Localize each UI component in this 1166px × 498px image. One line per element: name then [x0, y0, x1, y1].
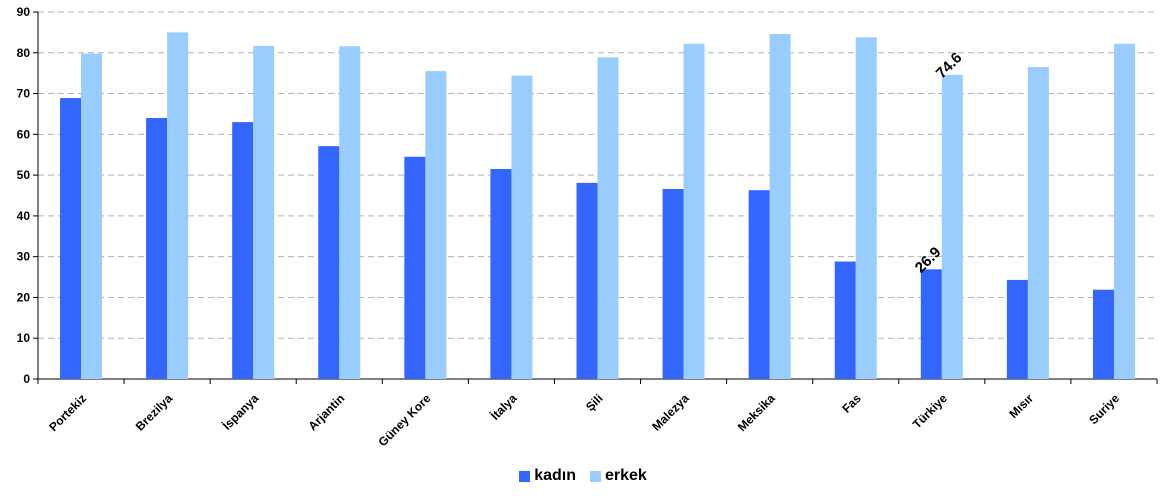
y-tick-label: 50 — [17, 168, 31, 182]
legend-swatch-women — [519, 470, 531, 482]
bar-women — [576, 182, 598, 379]
bar-men — [855, 37, 877, 379]
bar-men — [597, 57, 619, 379]
y-tick-label: 20 — [17, 290, 31, 304]
bar-women — [318, 146, 340, 379]
x-tick-label: Güney Kore — [375, 391, 433, 449]
y-tick-label: 80 — [17, 46, 31, 60]
y-tick-label: 10 — [17, 331, 31, 345]
x-tick-label: Portekiz — [46, 391, 89, 434]
x-tick-label: Şili — [583, 391, 606, 414]
y-tick-label: 70 — [17, 87, 31, 101]
bar-men — [425, 71, 447, 379]
bar-women — [146, 118, 168, 380]
bar-men — [167, 32, 189, 380]
y-tick-label: 30 — [17, 250, 31, 264]
x-tick-label: Mısır — [1006, 391, 1036, 421]
legend-label-women: kadın — [534, 467, 576, 484]
y-tick-label: 0 — [23, 372, 30, 386]
x-tick-label: Türkiye — [910, 391, 950, 431]
x-tick-label: İspanya — [219, 390, 261, 432]
bar-men — [81, 53, 103, 380]
legend-item-women: kadın — [519, 467, 576, 485]
bar-chart: 0 10 20 30 40 50 60 70 80 90 Portekiz Brezilya İspan… — [17, 5, 1158, 449]
bar-women — [1092, 289, 1114, 379]
bar-men — [253, 45, 275, 380]
x-tick-label: Malezya — [649, 391, 692, 434]
bar-women — [834, 261, 856, 379]
x-tick-label: Arjantin — [305, 391, 347, 433]
legend-item-men: erkek — [589, 467, 647, 485]
legend: kadın erkek — [0, 465, 1166, 487]
x-tick-label: Meksika — [735, 391, 778, 434]
x-tick-label: Fas — [839, 391, 864, 416]
y-tick-label: 40 — [17, 209, 31, 223]
bar-men — [339, 46, 361, 380]
bar-men — [1113, 43, 1135, 379]
y-tick-label: 90 — [17, 5, 31, 19]
bar-women — [404, 156, 426, 379]
bar-men — [683, 43, 705, 379]
bar-men — [511, 75, 533, 379]
bar-men — [1027, 67, 1049, 380]
bar-men — [769, 34, 791, 380]
bar-women — [920, 269, 942, 379]
bar-men — [941, 74, 963, 379]
bar-women — [748, 190, 770, 379]
bar-women — [1006, 279, 1028, 379]
x-tick-label: İtalya — [487, 390, 520, 423]
y-tick-label: 60 — [17, 127, 31, 141]
bar-women — [490, 168, 512, 379]
legend-label-men: erkek — [604, 467, 647, 484]
legend-swatch-men — [589, 470, 601, 482]
x-tick-label: Brezilya — [133, 391, 176, 434]
x-tick-label: Suriye — [1086, 391, 1122, 427]
bar-women — [60, 98, 82, 380]
bar-women — [232, 122, 254, 379]
bar-women — [662, 188, 684, 379]
